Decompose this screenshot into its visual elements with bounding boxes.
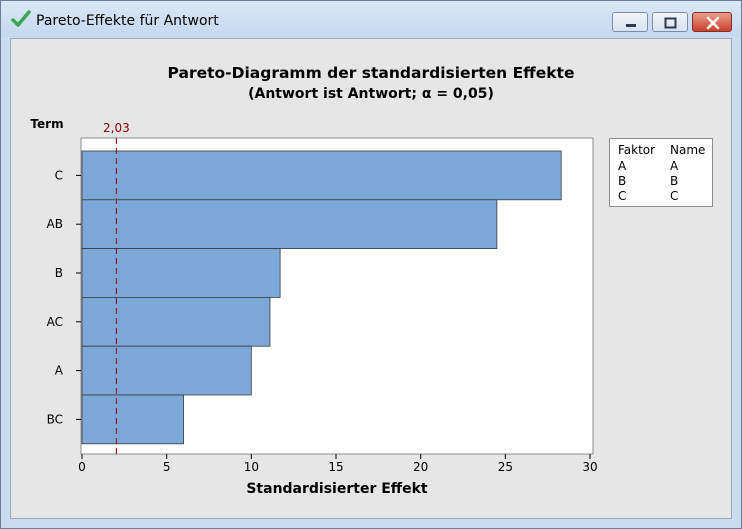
bar-a (81, 345, 252, 396)
chart-title: Pareto-Diagramm der standardisierten Eff… (168, 64, 575, 82)
legend-factor-c: C (618, 189, 626, 203)
legend-name-c: C (670, 189, 678, 203)
maximize-button[interactable] (652, 12, 688, 32)
y-tick-label-a: A (55, 364, 64, 378)
close-icon (706, 16, 720, 30)
legend-name-a: A (670, 159, 679, 173)
y-tick-label-ab: AB (47, 217, 63, 231)
window-title: Pareto-Effekte für Antwort (36, 13, 219, 29)
y-axis-label: Term (30, 117, 63, 131)
x-tick-label-25: 25 (498, 460, 513, 474)
legend-header-name: Name (670, 143, 705, 157)
checkmark-icon (11, 10, 31, 27)
y-tick-label-ac: AC (47, 315, 63, 329)
legend-factor-b: B (618, 174, 626, 188)
title-bar[interactable]: Pareto-Effekte für Antwort (1, 1, 741, 37)
bar-ac (81, 296, 271, 347)
bar-b (81, 248, 281, 298)
x-tick-label-20: 20 (413, 460, 428, 474)
legend-header-factor: Faktor (618, 143, 655, 157)
legend-table: Faktor Name A A B B C C (618, 143, 705, 203)
bar-c (81, 150, 562, 201)
legend: Faktor Name A A B B C C (609, 138, 713, 207)
x-axis-label: Standardisierter Effekt (246, 481, 428, 497)
maximize-icon (664, 17, 677, 29)
x-tick-label-5: 5 (163, 460, 171, 474)
x-tick-label-15: 15 (328, 460, 343, 474)
bar-bc (81, 394, 184, 445)
y-tick-label-c: C (55, 168, 63, 182)
reference-line-label: 2,03 (103, 121, 130, 135)
chart-subtitle: (Antwort ist Antwort; α = 0,05) (248, 86, 494, 102)
x-tick-label-30: 30 (582, 460, 597, 474)
close-button[interactable] (692, 12, 732, 32)
legend-name-b: B (670, 174, 678, 188)
x-tick-label-0: 0 (78, 460, 86, 474)
minimize-icon (626, 24, 636, 27)
y-tick-label-b: B (55, 266, 63, 280)
bar-ab (81, 199, 498, 250)
x-tick-label-10: 10 (244, 460, 259, 474)
legend-factor-a: A (618, 159, 627, 173)
minimize-button[interactable] (612, 12, 648, 32)
y-tick-label-bc: BC (47, 412, 63, 426)
